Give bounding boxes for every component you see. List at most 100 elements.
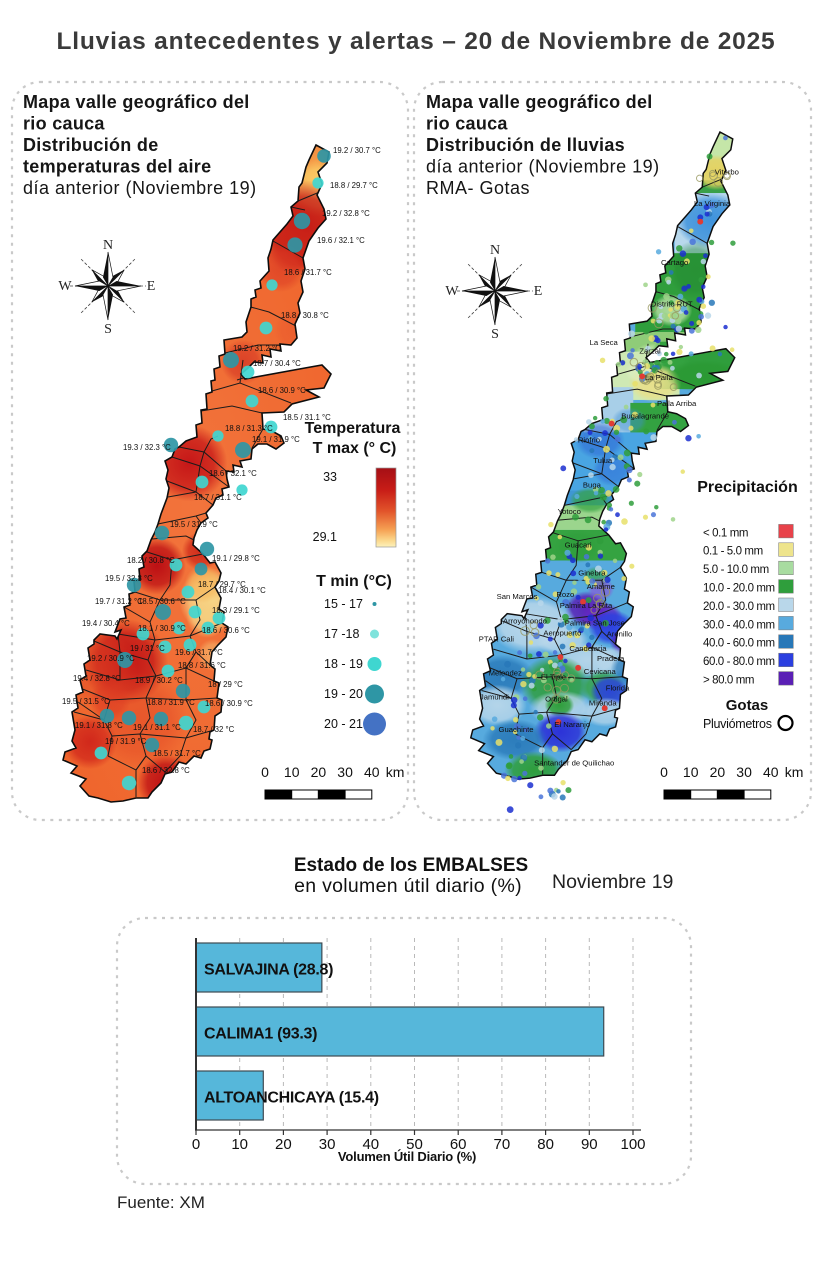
svg-text:18.6 / 30.9 °C: 18.6 / 30.9 °C (205, 699, 253, 708)
svg-text:90: 90 (581, 1136, 598, 1153)
svg-text:18.7 / 30.4 °C: 18.7 / 30.4 °C (253, 359, 301, 368)
svg-text:19.2 / 31.2 °C: 19.2 / 31.2 °C (233, 344, 281, 353)
svg-text:Riofrio: Riofrio (578, 435, 600, 444)
svg-text:San Marcos: San Marcos (497, 592, 538, 601)
svg-text:Tulua: Tulua (593, 456, 613, 465)
svg-text:5.0 - 10.0 mm: 5.0 - 10.0 mm (703, 564, 769, 576)
svg-text:17 -18: 17 -18 (324, 627, 359, 641)
svg-text:El Tiple: El Tiple (541, 673, 566, 682)
svg-text:19 / 31.9 °C: 19 / 31.9 °C (105, 737, 147, 746)
svg-text:40.0 - 60.0 mm: 40.0 - 60.0 mm (703, 638, 775, 650)
svg-text:CALIMA1 (93.3): CALIMA1 (93.3) (204, 1026, 317, 1043)
svg-text:18.8 / 31.9 °C: 18.8 / 31.9 °C (147, 698, 195, 707)
svg-text:temperaturas del aire: temperaturas del aire (23, 157, 211, 177)
svg-text:Precipitación: Precipitación (697, 479, 797, 496)
svg-text:> 80.0 mm: > 80.0 mm (703, 675, 754, 687)
svg-text:km: km (785, 764, 804, 780)
svg-text:40: 40 (362, 1136, 379, 1153)
svg-text:70: 70 (494, 1136, 511, 1153)
svg-text:40: 40 (763, 764, 779, 780)
svg-text:El Naranjo: El Naranjo (554, 720, 590, 729)
svg-text:Gotas: Gotas (726, 697, 769, 714)
svg-text:La Seca: La Seca (590, 338, 619, 347)
svg-text:Guachinte: Guachinte (499, 725, 534, 734)
svg-text:60.0 - 80.0 mm: 60.0 - 80.0 mm (703, 656, 775, 668)
svg-text:Lluvias antecedentes y alertas: Lluvias antecedentes y alertas – 20 de N… (57, 28, 776, 55)
svg-text:Jamundi: Jamundi (480, 692, 509, 701)
svg-text:30: 30 (736, 764, 752, 780)
svg-text:Arroyohondo: Arroyohondo (503, 617, 547, 626)
svg-text:20 - 21: 20 - 21 (324, 717, 363, 731)
svg-text:19.1 / 31.1 °C: 19.1 / 31.1 °C (133, 723, 181, 732)
svg-text:Viterbo: Viterbo (715, 167, 739, 176)
svg-text:Distribución de: Distribución de (23, 135, 159, 155)
svg-text:Miranda: Miranda (589, 698, 617, 707)
svg-text:18.5 / 31.7 °C: 18.5 / 31.7 °C (153, 749, 201, 758)
svg-text:30: 30 (319, 1136, 336, 1153)
svg-text:10: 10 (231, 1136, 248, 1153)
svg-text:PTAR Cali: PTAR Cali (479, 634, 515, 643)
svg-text:Noviembre 19: Noviembre 19 (552, 871, 673, 893)
svg-text:Melendez: Melendez (489, 669, 522, 678)
svg-text:Ginebra: Ginebra (578, 568, 606, 577)
svg-text:18.3 / 29.1 °C: 18.3 / 29.1 °C (212, 606, 260, 615)
svg-text:29.1: 29.1 (313, 530, 337, 544)
svg-text:20: 20 (311, 764, 327, 780)
svg-text:80: 80 (537, 1136, 554, 1153)
svg-text:18.4 / 30.1 °C: 18.4 / 30.1 °C (218, 586, 266, 595)
svg-text:km: km (386, 764, 405, 780)
svg-text:19 - 20: 19 - 20 (324, 687, 363, 701)
svg-text:18.7 / 32 °C: 18.7 / 32 °C (193, 725, 235, 734)
svg-text:19.1 / 31.9 °C: 19.1 / 31.9 °C (252, 435, 300, 444)
svg-text:0: 0 (660, 764, 668, 780)
svg-text:Distribución de lluvias: Distribución de lluvias (426, 135, 625, 155)
svg-text:Temperatura: Temperatura (305, 420, 401, 437)
svg-text:Distrito RUT: Distrito RUT (651, 299, 693, 308)
svg-text:N: N (490, 243, 500, 258)
svg-text:60: 60 (450, 1136, 467, 1153)
svg-text:10.0 - 20.0 mm: 10.0 - 20.0 mm (703, 583, 775, 595)
svg-text:Candelaria: Candelaria (569, 644, 607, 653)
svg-text:Arenillo: Arenillo (607, 629, 633, 638)
svg-text:18 - 19: 18 - 19 (324, 657, 363, 671)
svg-text:E: E (147, 279, 156, 294)
svg-text:ALTOANCHICAYA (15.4): ALTOANCHICAYA (15.4) (204, 1090, 379, 1107)
svg-text:19.2 / 30.7 °C: 19.2 / 30.7 °C (333, 146, 381, 155)
svg-text:19.4 / 32.8 °C: 19.4 / 32.8 °C (73, 674, 121, 683)
svg-text:19.3 / 32.3 °C: 19.3 / 32.3 °C (123, 443, 171, 452)
svg-text:rio cauca: rio cauca (23, 114, 105, 134)
svg-text:Mapa valle geográfico del: Mapa valle geográfico del (23, 92, 250, 112)
svg-text:Zarzal: Zarzal (639, 347, 661, 356)
svg-text:0.1 - 5.0 mm: 0.1 - 5.0 mm (703, 546, 763, 558)
svg-text:Buga: Buga (583, 481, 602, 490)
svg-text:18.2 / 30.8 °C: 18.2 / 30.8 °C (127, 556, 175, 565)
svg-text:19.1 / 31.8 °C: 19.1 / 31.8 °C (75, 721, 123, 730)
svg-text:18.6 / 30.9 °C: 18.6 / 30.9 °C (258, 386, 306, 395)
svg-text:Guacari: Guacari (565, 541, 592, 550)
svg-text:18.8 / 29.7 °C: 18.8 / 29.7 °C (330, 181, 378, 190)
svg-text:Florida: Florida (606, 684, 630, 693)
svg-text:S: S (491, 327, 499, 342)
svg-text:18.7 / 29.7 °C: 18.7 / 29.7 °C (198, 580, 246, 589)
svg-text:Cevicana: Cevicana (584, 667, 617, 676)
svg-text:S: S (104, 322, 112, 337)
svg-text:18.7 / 31.1 °C: 18.7 / 31.1 °C (194, 493, 242, 502)
svg-text:18.8 / 30.8 °C: 18.8 / 30.8 °C (281, 311, 329, 320)
svg-text:18.6 / 30.6 °C: 18.6 / 30.6 °C (202, 626, 250, 635)
svg-text:20: 20 (275, 1136, 292, 1153)
svg-text:10: 10 (284, 764, 300, 780)
svg-text:Aeropuerto: Aeropuerto (543, 628, 581, 637)
svg-text:La Paila: La Paila (645, 373, 673, 382)
svg-text:Fuente: XM: Fuente: XM (117, 1193, 205, 1212)
svg-text:día anterior (Noviembre 19): día anterior (Noviembre 19) (426, 157, 660, 177)
svg-text:Ortigal: Ortigal (545, 694, 568, 703)
svg-text:W: W (58, 279, 72, 294)
svg-text:19.2 / 32.8 °C: 19.2 / 32.8 °C (322, 209, 370, 218)
svg-text:Pradera: Pradera (597, 654, 625, 663)
svg-text:T min (°C): T min (°C) (316, 573, 392, 590)
svg-text:18.5 / 30.6 °C: 18.5 / 30.6 °C (138, 597, 186, 606)
svg-text:18.6 / 32.8 °C: 18.6 / 32.8 °C (142, 766, 190, 775)
svg-text:19.4 / 30.4 °C: 19.4 / 30.4 °C (82, 619, 130, 628)
svg-text:18.8 / 31.6 °C: 18.8 / 31.6 °C (178, 661, 226, 670)
svg-text:Mapa valle geográfico del: Mapa valle geográfico del (426, 92, 653, 112)
